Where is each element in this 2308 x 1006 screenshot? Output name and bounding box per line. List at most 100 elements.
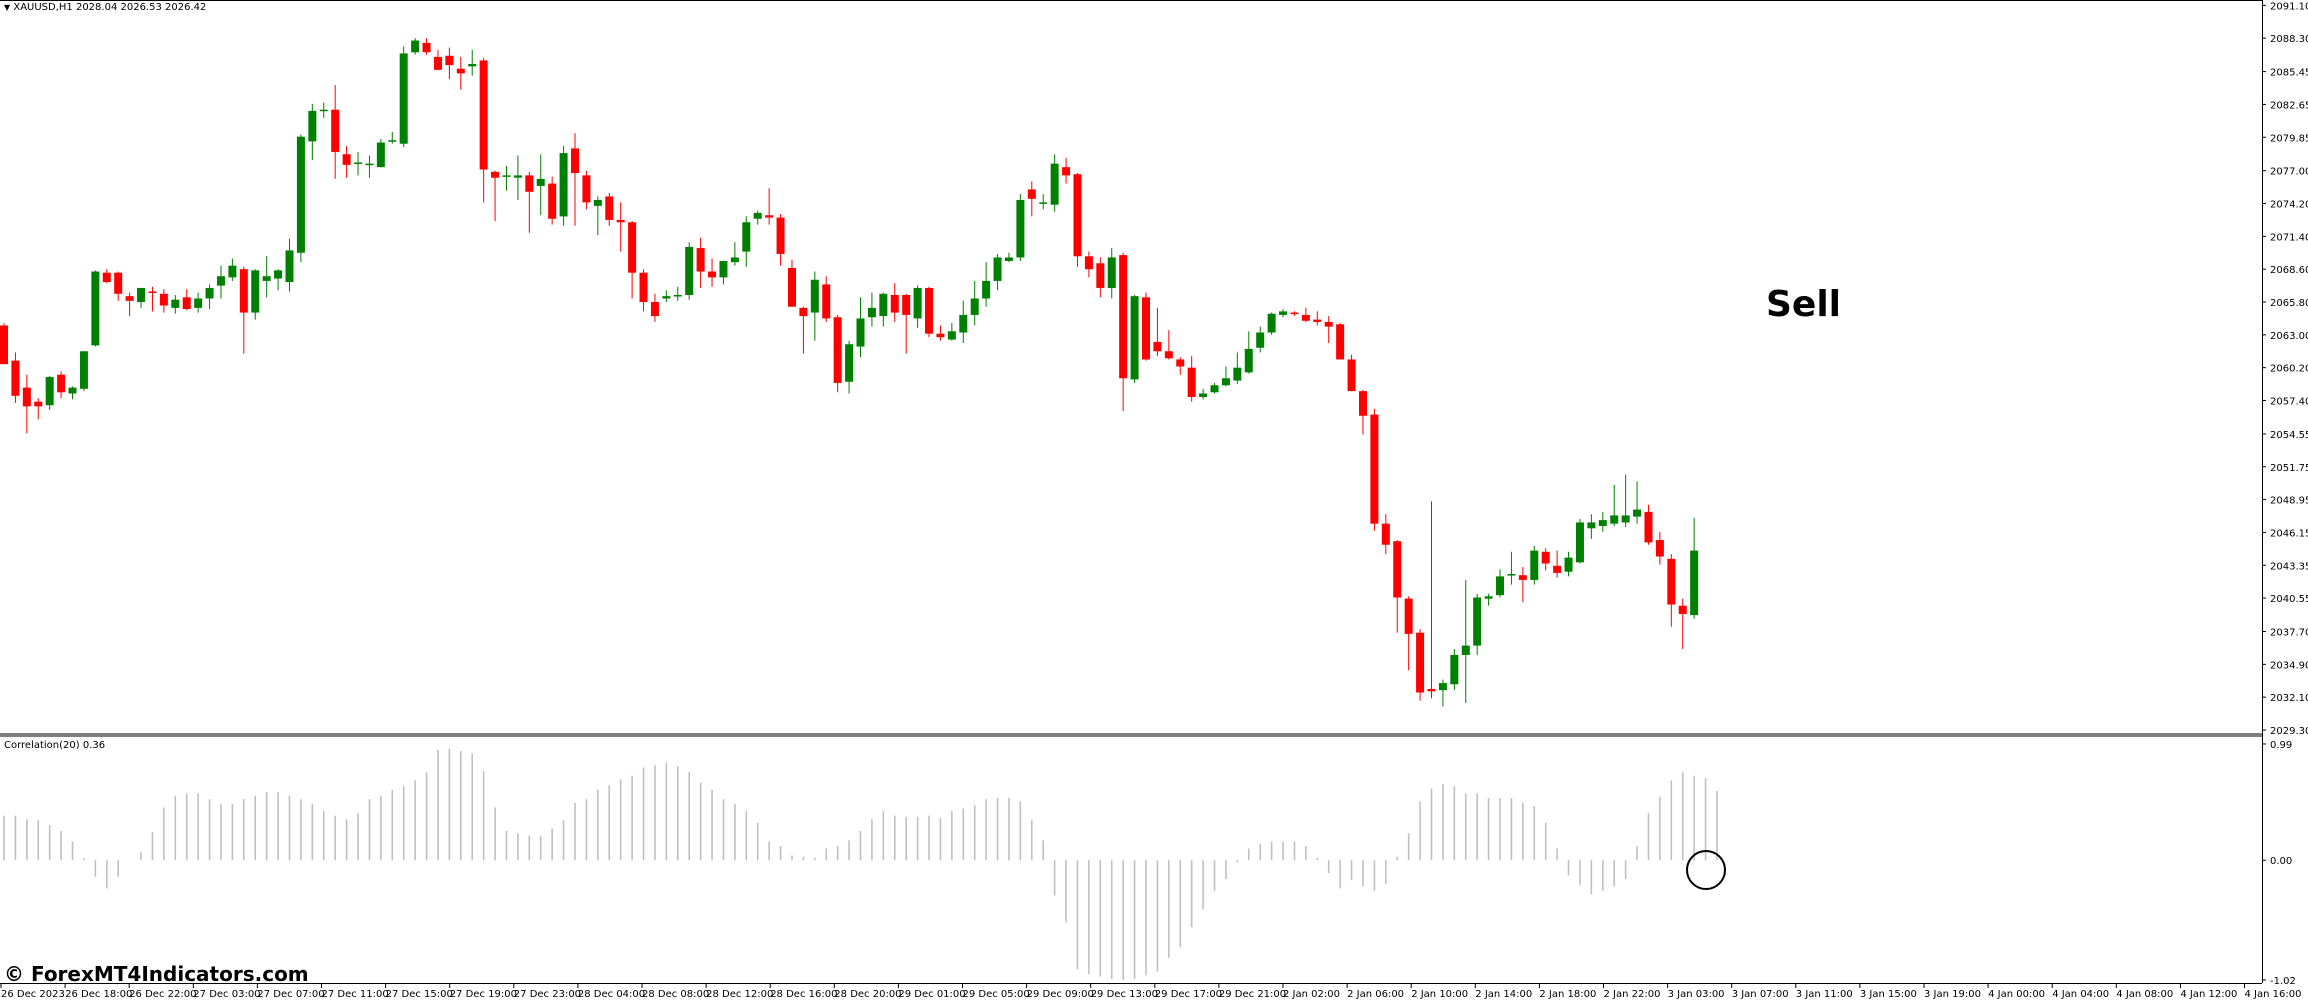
candle [205, 284, 214, 310]
time-tick-label: 29 Dec 01:00 [898, 989, 965, 1000]
candle [582, 170, 591, 210]
candle [502, 165, 511, 191]
candle [342, 146, 351, 178]
price-tick-label: 2040.55 [2270, 594, 2308, 605]
price-tick-label: 2085.45 [2270, 68, 2308, 79]
candle [685, 242, 694, 300]
candle [239, 266, 248, 354]
time-tick-label: 3 Jan 19:00 [1924, 989, 1981, 1000]
candle [388, 131, 397, 144]
candle [696, 237, 705, 288]
price-axis: 2091.10 2088.30 2085.45 2082.65 2079.85 2077.… [2262, 1, 2308, 737]
candle [365, 155, 374, 178]
candle [1119, 252, 1128, 412]
candle [1062, 157, 1071, 184]
candle [68, 386, 77, 400]
candle [411, 38, 420, 55]
candle [148, 286, 157, 312]
candle [319, 102, 328, 118]
candle [593, 196, 602, 236]
candle [228, 258, 237, 281]
candle [1530, 545, 1539, 585]
time-tick-label: 28 Dec 12:00 [706, 989, 773, 1000]
candle [1130, 294, 1139, 383]
candle [787, 259, 796, 307]
candle [274, 269, 283, 291]
candle [11, 352, 20, 403]
price-tick-label: 2054.55 [2270, 430, 2308, 441]
time-tick-label: 3 Jan 11:00 [1796, 989, 1853, 1000]
signal-marker [1686, 850, 1726, 890]
candle [982, 262, 991, 307]
time-tick-label: 28 Dec 20:00 [834, 989, 901, 1000]
collapse-arrow-icon[interactable]: ▼ [4, 3, 11, 12]
candle [1164, 330, 1173, 360]
candle [719, 260, 728, 285]
price-tick-label: 2074.20 [2270, 200, 2308, 211]
candle [399, 46, 408, 148]
candle [456, 56, 465, 90]
candle [159, 289, 168, 313]
chart-frame [0, 0, 2263, 984]
price-tick-label: 2082.65 [2270, 100, 2308, 111]
candle [925, 286, 934, 338]
candle [1107, 248, 1116, 299]
candle [57, 371, 66, 399]
time-tick-label: 2 Jan 14:00 [1475, 989, 1532, 1000]
candle [605, 192, 614, 226]
candle [1507, 551, 1516, 585]
candle [548, 176, 557, 225]
time-tick-label: 2 Jan 02:00 [1283, 989, 1340, 1000]
indicator-title: Correlation(20) 0.36 [4, 740, 106, 751]
candle [1027, 181, 1036, 217]
candle [1416, 629, 1425, 701]
candle [1004, 252, 1013, 263]
candle [114, 271, 123, 301]
candle [45, 375, 54, 410]
price-tick-label: 2032.10 [2270, 693, 2308, 704]
candle [1370, 408, 1379, 531]
candlestick-series [0, 38, 1699, 707]
candle [1301, 307, 1310, 322]
time-tick-label: 2 Jan 06:00 [1347, 989, 1404, 1000]
candle [1598, 511, 1607, 532]
price-tick-label: 2057.40 [2270, 397, 2308, 408]
time-tick-label: 4 Jan 00:00 [1988, 989, 2045, 1000]
candle [1039, 194, 1048, 210]
pane-separator [0, 733, 2262, 737]
candle [513, 155, 522, 200]
time-tick-label: 4 Jan 16:00 [2245, 989, 2302, 1000]
time-tick-label: 29 Dec 13:00 [1091, 989, 1158, 1000]
correlation-histogram [3, 748, 1718, 980]
time-tick-label: 27 Dec 15:00 [386, 989, 453, 1000]
candle [34, 398, 43, 420]
candle [1221, 366, 1230, 387]
candle [1564, 551, 1573, 577]
time-tick-label: 4 Jan 12:00 [2180, 989, 2237, 1000]
candle [536, 154, 545, 216]
candle [1575, 518, 1584, 564]
time-tick-label: 29 Dec 17:00 [1155, 989, 1222, 1000]
candle [936, 325, 945, 341]
candle [730, 242, 739, 266]
time-tick-label: 27 Dec 23:00 [514, 989, 581, 1000]
candle [890, 283, 899, 322]
time-tick-label: 29 Dec 21:00 [1219, 989, 1286, 1000]
indicator-tick-label: 0.99 [2270, 740, 2292, 751]
candle [1279, 309, 1288, 318]
chart-symbol-title: ▼ XAUUSD,H1 2028.04 2026.53 2026.42 [4, 2, 206, 13]
time-tick-label: 26 Dec 18:00 [65, 989, 132, 1000]
candle [1358, 389, 1367, 435]
candle [947, 323, 956, 341]
time-tick-label: 4 Jan 08:00 [2116, 989, 2173, 1000]
price-tick-label: 2077.00 [2270, 167, 2308, 178]
candle [296, 134, 305, 263]
candle [171, 294, 180, 314]
candle [1610, 484, 1619, 526]
sell-annotation: Sell [1766, 284, 1842, 325]
candle [913, 285, 922, 328]
time-tick-label: 29 Dec 09:00 [1027, 989, 1094, 1000]
indicator-axis: 0.99 0.00 -1.02 [2262, 740, 2296, 987]
